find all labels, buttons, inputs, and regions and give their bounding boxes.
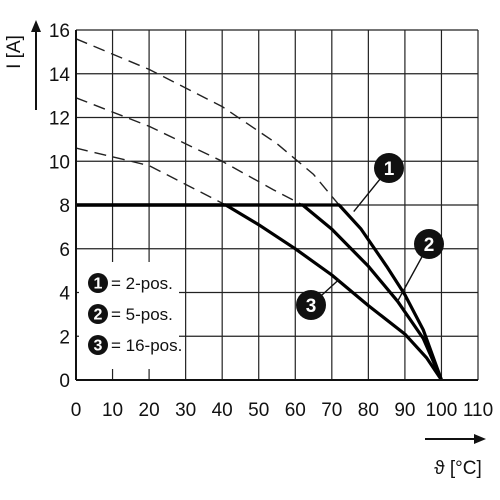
y-tick-label: 8 — [59, 196, 70, 217]
x-axis-label: ϑ [°C] — [434, 458, 482, 479]
x-tick-label: 110 — [463, 400, 493, 421]
y-tick-label: 0 — [59, 371, 70, 392]
callout-badge-2 — [414, 229, 444, 259]
series-line-1 — [76, 203, 444, 381]
x-tick-label: 30 — [175, 400, 196, 421]
x-tick-label: 0 — [71, 400, 82, 421]
x-tick-label: 50 — [248, 400, 269, 421]
y-tick-label: 12 — [49, 109, 70, 130]
legend-badge-number: 1 — [94, 276, 103, 293]
dashed-extensions — [75, 38, 340, 206]
legend-badge — [88, 273, 108, 293]
legend-badge-number: 2 — [94, 307, 103, 324]
dashed-curve — [75, 147, 227, 206]
y-tick-label: 2 — [59, 327, 70, 348]
axes — [75, 30, 478, 381]
callout-number-2: 2 — [424, 235, 435, 256]
legend-badge-number: 3 — [94, 338, 103, 355]
series-line-2 — [76, 203, 443, 381]
x-axis-arrowhead — [474, 434, 486, 444]
legend-badge — [88, 335, 108, 355]
x-tick-labels: 0 10 20 30 40 50 60 70 80 90 100 110 — [71, 400, 493, 421]
legend: 1 = 2-pos. 2 = 5-pos. 3 = 16-pos. — [79, 262, 182, 369]
callout-number-3: 3 — [306, 296, 317, 317]
series-lines — [76, 203, 444, 381]
x-tick-label: 20 — [139, 400, 160, 421]
y-tick-label: 14 — [49, 65, 71, 86]
y-axis-arrowhead — [31, 20, 41, 32]
callout-badge-1 — [374, 153, 404, 183]
legend-label: = 2-pos. — [111, 274, 173, 293]
dashed-curve — [75, 97, 303, 206]
x-tick-label: 100 — [426, 400, 458, 421]
y-tick-labels: 0 2 4 6 8 10 12 14 16 — [49, 21, 71, 392]
callout-badge-3 — [296, 290, 326, 320]
y-tick-label: 6 — [59, 240, 70, 261]
x-tick-label: 90 — [394, 400, 415, 421]
legend-label: = 16-pos. — [111, 336, 182, 355]
y-axis-label: I [A] — [4, 35, 25, 69]
dashed-curve — [75, 38, 340, 206]
x-tick-label: 40 — [212, 400, 233, 421]
x-tick-label: 60 — [285, 400, 306, 421]
callout-number-1: 1 — [384, 159, 395, 180]
y-tick-label: 4 — [59, 284, 70, 305]
callouts: 1 2 3 — [296, 153, 444, 320]
series-line-3 — [76, 203, 443, 381]
y-tick-label: 16 — [49, 21, 70, 42]
x-tick-label: 10 — [102, 400, 123, 421]
x-tick-label: 80 — [358, 400, 379, 421]
x-tick-label: 70 — [321, 400, 342, 421]
legend-label: = 5-pos. — [111, 305, 173, 324]
legend-badge — [88, 304, 108, 324]
y-tick-label: 10 — [49, 152, 70, 173]
